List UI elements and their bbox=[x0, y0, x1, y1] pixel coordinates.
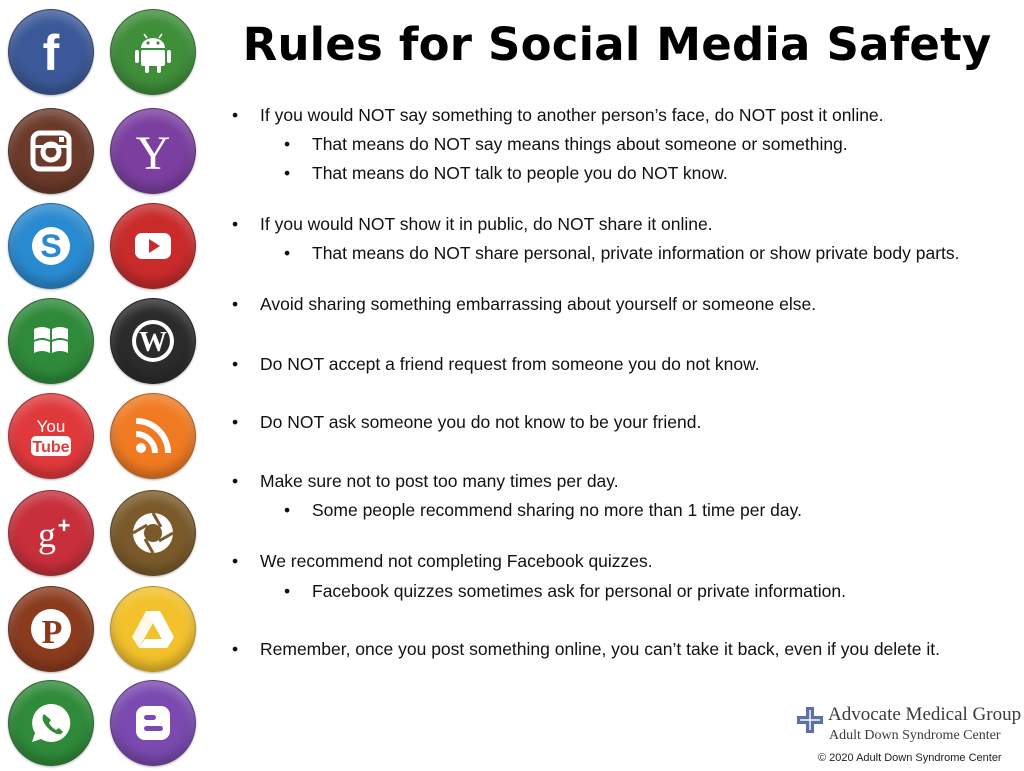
wordpress-icon: W bbox=[110, 298, 196, 384]
page-title: Rules for Social Media Safety bbox=[242, 18, 992, 71]
rule-text: That means do NOT say means things about… bbox=[312, 134, 848, 154]
rule-text: Do NOT ask someone you do not know to be… bbox=[260, 412, 702, 432]
windows-icon bbox=[8, 298, 94, 384]
rss-icon bbox=[110, 393, 196, 479]
svg-text:f: f bbox=[43, 26, 60, 78]
logo-center-name: Adult Down Syndrome Center bbox=[829, 728, 1001, 743]
yahoo-icon: Y bbox=[110, 108, 196, 194]
rule-text: Do NOT accept a friend request from some… bbox=[260, 354, 760, 374]
svg-text:S: S bbox=[40, 228, 61, 264]
youtube-text-icon: You Tube bbox=[8, 393, 94, 479]
svg-text:+: + bbox=[58, 513, 71, 538]
bullet: • bbox=[284, 500, 291, 520]
logo-org-name: Advocate Medical Group bbox=[828, 704, 1022, 725]
svg-text:Y: Y bbox=[136, 127, 171, 177]
rule-text: Make sure not to post too many times per… bbox=[260, 471, 619, 491]
svg-text:P: P bbox=[42, 614, 63, 651]
bullet: • bbox=[284, 134, 291, 154]
bullet: • bbox=[232, 294, 239, 314]
bullet: • bbox=[284, 163, 291, 183]
google-plus-icon: g + bbox=[8, 490, 94, 576]
rule-text: Remember, once you post something online… bbox=[260, 639, 940, 659]
rule-text: That means do NOT talk to people you do … bbox=[312, 163, 728, 183]
pinterest-icon: P bbox=[8, 586, 94, 672]
bullet: • bbox=[232, 412, 239, 432]
rule-text: That means do NOT share personal, privat… bbox=[312, 243, 960, 263]
rule-text: Some people recommend sharing no more th… bbox=[312, 500, 802, 520]
rule-text: If you would NOT show it in public, do N… bbox=[260, 214, 713, 234]
google-drive-icon bbox=[110, 586, 196, 672]
youtube-icon bbox=[110, 203, 196, 289]
bullet: • bbox=[232, 551, 239, 571]
bullet: • bbox=[232, 639, 239, 659]
bullet: • bbox=[232, 105, 239, 125]
svg-text:g: g bbox=[38, 515, 56, 555]
bullet: • bbox=[284, 243, 291, 263]
advocate-logo: Advocate Medical Group Adult Down Syndro… bbox=[796, 704, 1022, 748]
picasa-icon bbox=[110, 490, 196, 576]
facebook-icon: f bbox=[8, 9, 94, 95]
rule-text: We recommend not completing Facebook qui… bbox=[260, 551, 653, 571]
skype-icon: S bbox=[8, 203, 94, 289]
svg-text:Tube: Tube bbox=[32, 439, 69, 456]
android-icon bbox=[110, 9, 196, 95]
rule-text: If you would NOT say something to anothe… bbox=[260, 105, 884, 125]
rule-text: Avoid sharing something embarrassing abo… bbox=[260, 294, 817, 314]
bullet: • bbox=[232, 214, 239, 234]
whatsapp-icon bbox=[8, 680, 94, 766]
svg-text:W: W bbox=[139, 327, 167, 358]
copyright-notice: © 2020 Adult Down Syndrome Center bbox=[818, 752, 1002, 764]
bullet: • bbox=[232, 471, 239, 491]
instagram-icon bbox=[8, 108, 94, 194]
svg-text:You: You bbox=[37, 417, 66, 436]
bullet: • bbox=[232, 354, 239, 374]
bullet: • bbox=[284, 581, 291, 601]
blogger-icon bbox=[110, 680, 196, 766]
medical-cross-icon bbox=[797, 707, 823, 733]
rule-text: Facebook quizzes sometimes ask for perso… bbox=[312, 581, 846, 601]
